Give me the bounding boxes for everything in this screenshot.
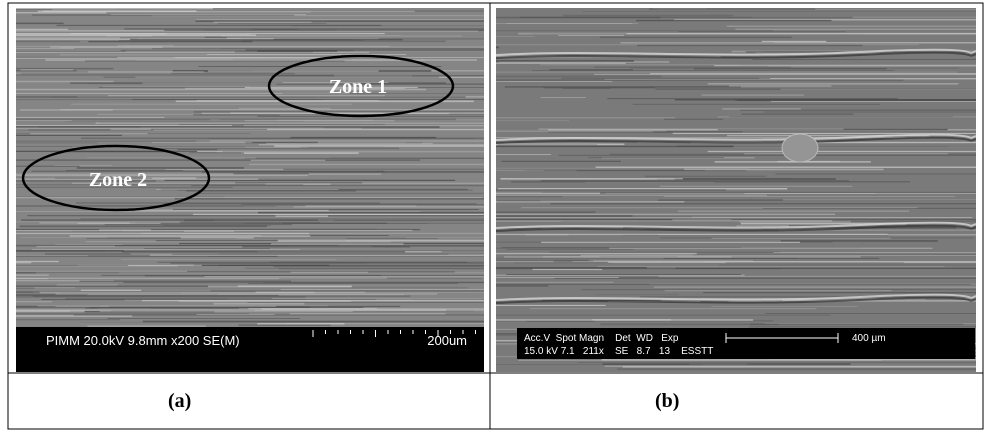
scale-ticks	[312, 330, 476, 337]
caption: (a)	[168, 390, 191, 412]
scale-label: 200um	[427, 333, 467, 348]
groove-shadow	[496, 224, 976, 232]
zone-ellipse	[267, 54, 455, 118]
groove-shadow	[496, 296, 976, 304]
scale-label: 400 µm	[852, 333, 886, 344]
info-text: PIMM 20.0kV 9.8mm x200 SE(M)	[46, 333, 240, 348]
groove-edge	[496, 221, 976, 229]
sem-image-a	[16, 8, 484, 372]
caption: (b)	[655, 390, 679, 412]
groove-edge	[496, 293, 976, 301]
groove-edge	[496, 48, 976, 56]
zone-label: Zone 2	[89, 169, 147, 191]
debris	[781, 133, 819, 163]
groove-shadow	[496, 51, 976, 59]
groove-shadow	[496, 136, 976, 144]
sem-image-b	[496, 8, 976, 372]
info-bar	[517, 328, 975, 359]
annotations: Zone 1 Zone 2 PIMM 20.0kV 9.8mm x200 SE(…	[16, 54, 975, 372]
info-values: 15.0 kV 7.1 211x SE 8.7 13 ESSTT	[524, 346, 713, 357]
zone-ellipse	[21, 144, 211, 212]
zone-label: Zone 1	[329, 76, 387, 98]
info-header: Acc.V Spot Magn Det WD Exp	[524, 333, 679, 344]
table-border	[7, 2, 984, 430]
info-bar	[16, 327, 484, 372]
groove-edge	[496, 133, 976, 141]
